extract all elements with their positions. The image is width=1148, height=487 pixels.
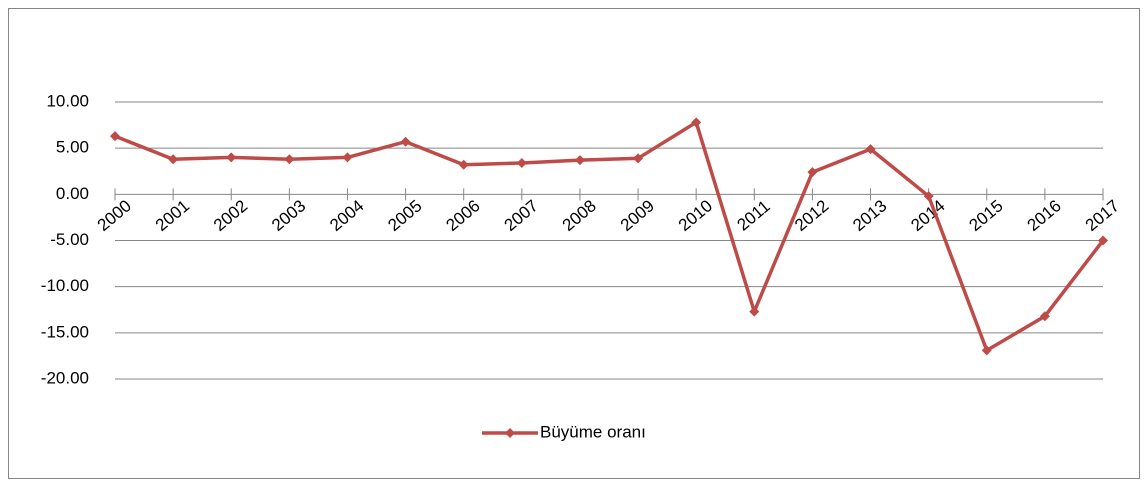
- data-point: [458, 159, 469, 170]
- y-tick-label: -10.00: [41, 276, 89, 295]
- data-point: [110, 131, 120, 142]
- data-point: [400, 136, 411, 147]
- legend-marker: [505, 428, 515, 438]
- data-point: [981, 345, 992, 356]
- data-point: [342, 152, 353, 163]
- y-tick-label: -15.00: [41, 322, 89, 341]
- y-tick-label: 0.00: [56, 184, 89, 203]
- chart-border: [8, 8, 1140, 479]
- data-point: [691, 117, 702, 128]
- data-point: [574, 155, 585, 166]
- y-tick-label: 5.00: [56, 138, 89, 157]
- y-tick-label: -5.00: [50, 230, 89, 249]
- y-tick-label: -20.00: [41, 368, 89, 387]
- data-point: [633, 153, 644, 164]
- data-point: [749, 306, 760, 317]
- series-line: [114, 120, 1105, 353]
- y-tick-label: 10.00: [46, 91, 89, 110]
- data-point: [807, 167, 818, 178]
- data-point: [865, 144, 876, 155]
- legend-label: Büyüme oranı: [540, 422, 646, 441]
- data-point: [284, 154, 295, 165]
- data-point: [1039, 311, 1050, 322]
- data-point: [923, 191, 934, 202]
- data-point: [1098, 235, 1108, 246]
- data-point: [226, 152, 237, 163]
- data-point: [516, 157, 527, 168]
- data-point: [168, 154, 179, 165]
